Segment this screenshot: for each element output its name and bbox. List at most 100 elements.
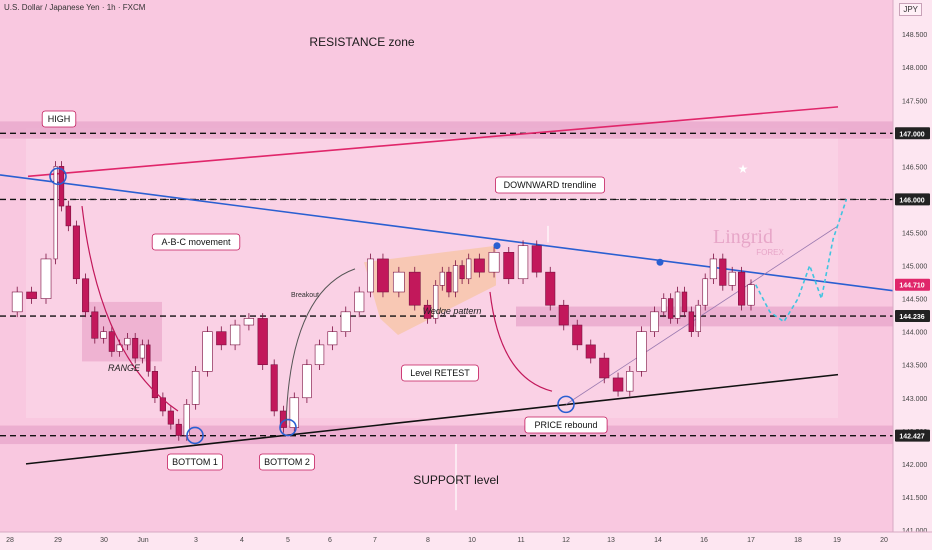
x-tick-label: 3	[194, 537, 198, 544]
candle-down	[572, 324, 583, 346]
x-tick-label: 6	[328, 537, 332, 544]
support-zone	[0, 425, 893, 445]
candle-down	[545, 271, 556, 306]
candle-down	[216, 331, 227, 346]
price-label: 146.000	[899, 197, 924, 204]
candle-down	[72, 225, 80, 280]
candle-down	[681, 291, 688, 313]
pivot-circle	[279, 418, 297, 437]
annotation-text: RESISTANCE zone	[309, 35, 414, 49]
annotation-lingrid: Lingrid	[713, 226, 773, 248]
x-tick-label: 12	[562, 537, 570, 544]
candle-up	[229, 324, 241, 346]
annotation-text: Lingrid	[713, 226, 773, 248]
candle-down	[612, 377, 624, 392]
candle-down	[503, 252, 515, 280]
candle-up	[636, 331, 647, 372]
annotation-box	[41, 110, 77, 128]
candle-down	[459, 265, 465, 280]
candle-up	[354, 291, 365, 313]
candle-up	[392, 271, 405, 293]
candle-up	[11, 291, 23, 313]
candle-up	[289, 397, 300, 428]
price-label-bg	[895, 278, 930, 291]
annotation-bottom-2: BOTTOM 2	[258, 453, 315, 471]
x-tick-label: 20	[880, 537, 888, 544]
annotation-box	[258, 453, 315, 471]
chart-title: U.S. Dollar / Japanese Yen · 1h · FXCM	[4, 3, 146, 12]
candle-down	[719, 258, 727, 286]
candle-down	[132, 337, 139, 359]
y-tick-label: 147.500	[902, 98, 927, 105]
x-tick-label: 4	[240, 537, 244, 544]
candle-up	[139, 344, 145, 359]
x-tick-label: 18	[794, 537, 802, 544]
x-tick-label: 16	[700, 537, 708, 544]
annotation-downward-trendline: DOWNWARD trendline	[494, 176, 605, 194]
annotation-text: FOREX	[756, 248, 784, 257]
annotation-resistance-zone: RESISTANCE zone	[309, 35, 414, 49]
annotation-text: SUPPORT level	[413, 473, 499, 487]
candle-up	[626, 371, 634, 392]
candle-up	[488, 252, 500, 273]
retest-arrow	[489, 291, 553, 392]
price-axis-bg	[893, 0, 932, 550]
annotation-text: RANGE	[108, 363, 141, 373]
y-tick-label: 142.000	[902, 462, 927, 469]
pivot-circle	[49, 167, 67, 186]
annotation-bottom-1: BOTTOM 1	[166, 453, 223, 471]
breakout-arrow	[285, 268, 356, 425]
candle-down	[423, 304, 432, 319]
x-tick-label: 8	[426, 537, 430, 544]
candle-up	[191, 371, 200, 405]
candle-up	[747, 284, 755, 306]
x-tick-label: 7	[373, 537, 377, 544]
annotation-text: Level RETEST	[410, 368, 470, 378]
candle-down	[175, 423, 182, 436]
candle-up	[728, 271, 736, 286]
x-tick-label: 28	[6, 537, 14, 544]
candle-down	[599, 357, 610, 379]
y-tick-label: 146.500	[902, 164, 927, 171]
price-label: 142.427	[899, 434, 924, 441]
rising-trendline	[565, 225, 839, 405]
candle-up	[466, 258, 472, 280]
candle-up	[124, 337, 131, 346]
candle-up	[40, 258, 52, 299]
candle-up	[100, 331, 107, 339]
annotation-text: HIGH	[48, 114, 71, 124]
candle-down	[108, 331, 115, 352]
abc-arrow	[81, 205, 179, 412]
pivot-circle	[186, 426, 204, 445]
annotation-box	[401, 364, 479, 382]
candle-down	[688, 311, 695, 332]
currency-badge[interactable]: JPY	[899, 3, 922, 16]
y-tick-label: 148.000	[902, 65, 927, 72]
resistance-trendline	[27, 106, 839, 178]
price-label: 147.000	[899, 131, 924, 138]
x-tick-label: Jun	[137, 537, 148, 544]
candle-up	[452, 265, 459, 293]
y-tick-label: 148.500	[902, 32, 927, 39]
x-tick-label: 17	[747, 537, 755, 544]
target-star-icon: ★	[738, 162, 749, 176]
x-tick-label: 11	[517, 537, 524, 544]
x-tick-label: 29	[54, 537, 62, 544]
annotation-box	[524, 416, 608, 434]
candle-up	[302, 364, 312, 399]
candle-up	[314, 344, 325, 366]
annotation-text: Breakout	[291, 292, 319, 299]
candle-up	[702, 278, 708, 306]
y-tick-label: 141.500	[902, 495, 927, 502]
candle-down	[531, 245, 542, 273]
candle-up	[433, 285, 439, 319]
candle-down	[159, 397, 166, 412]
candle-up	[695, 304, 701, 332]
candle-down	[26, 291, 37, 299]
annotation-high: HIGH	[41, 110, 77, 128]
annotation-support-level: SUPPORT level	[413, 473, 499, 487]
candle-down	[257, 318, 268, 366]
candle-up	[661, 298, 667, 313]
pivot-circle	[557, 395, 575, 414]
